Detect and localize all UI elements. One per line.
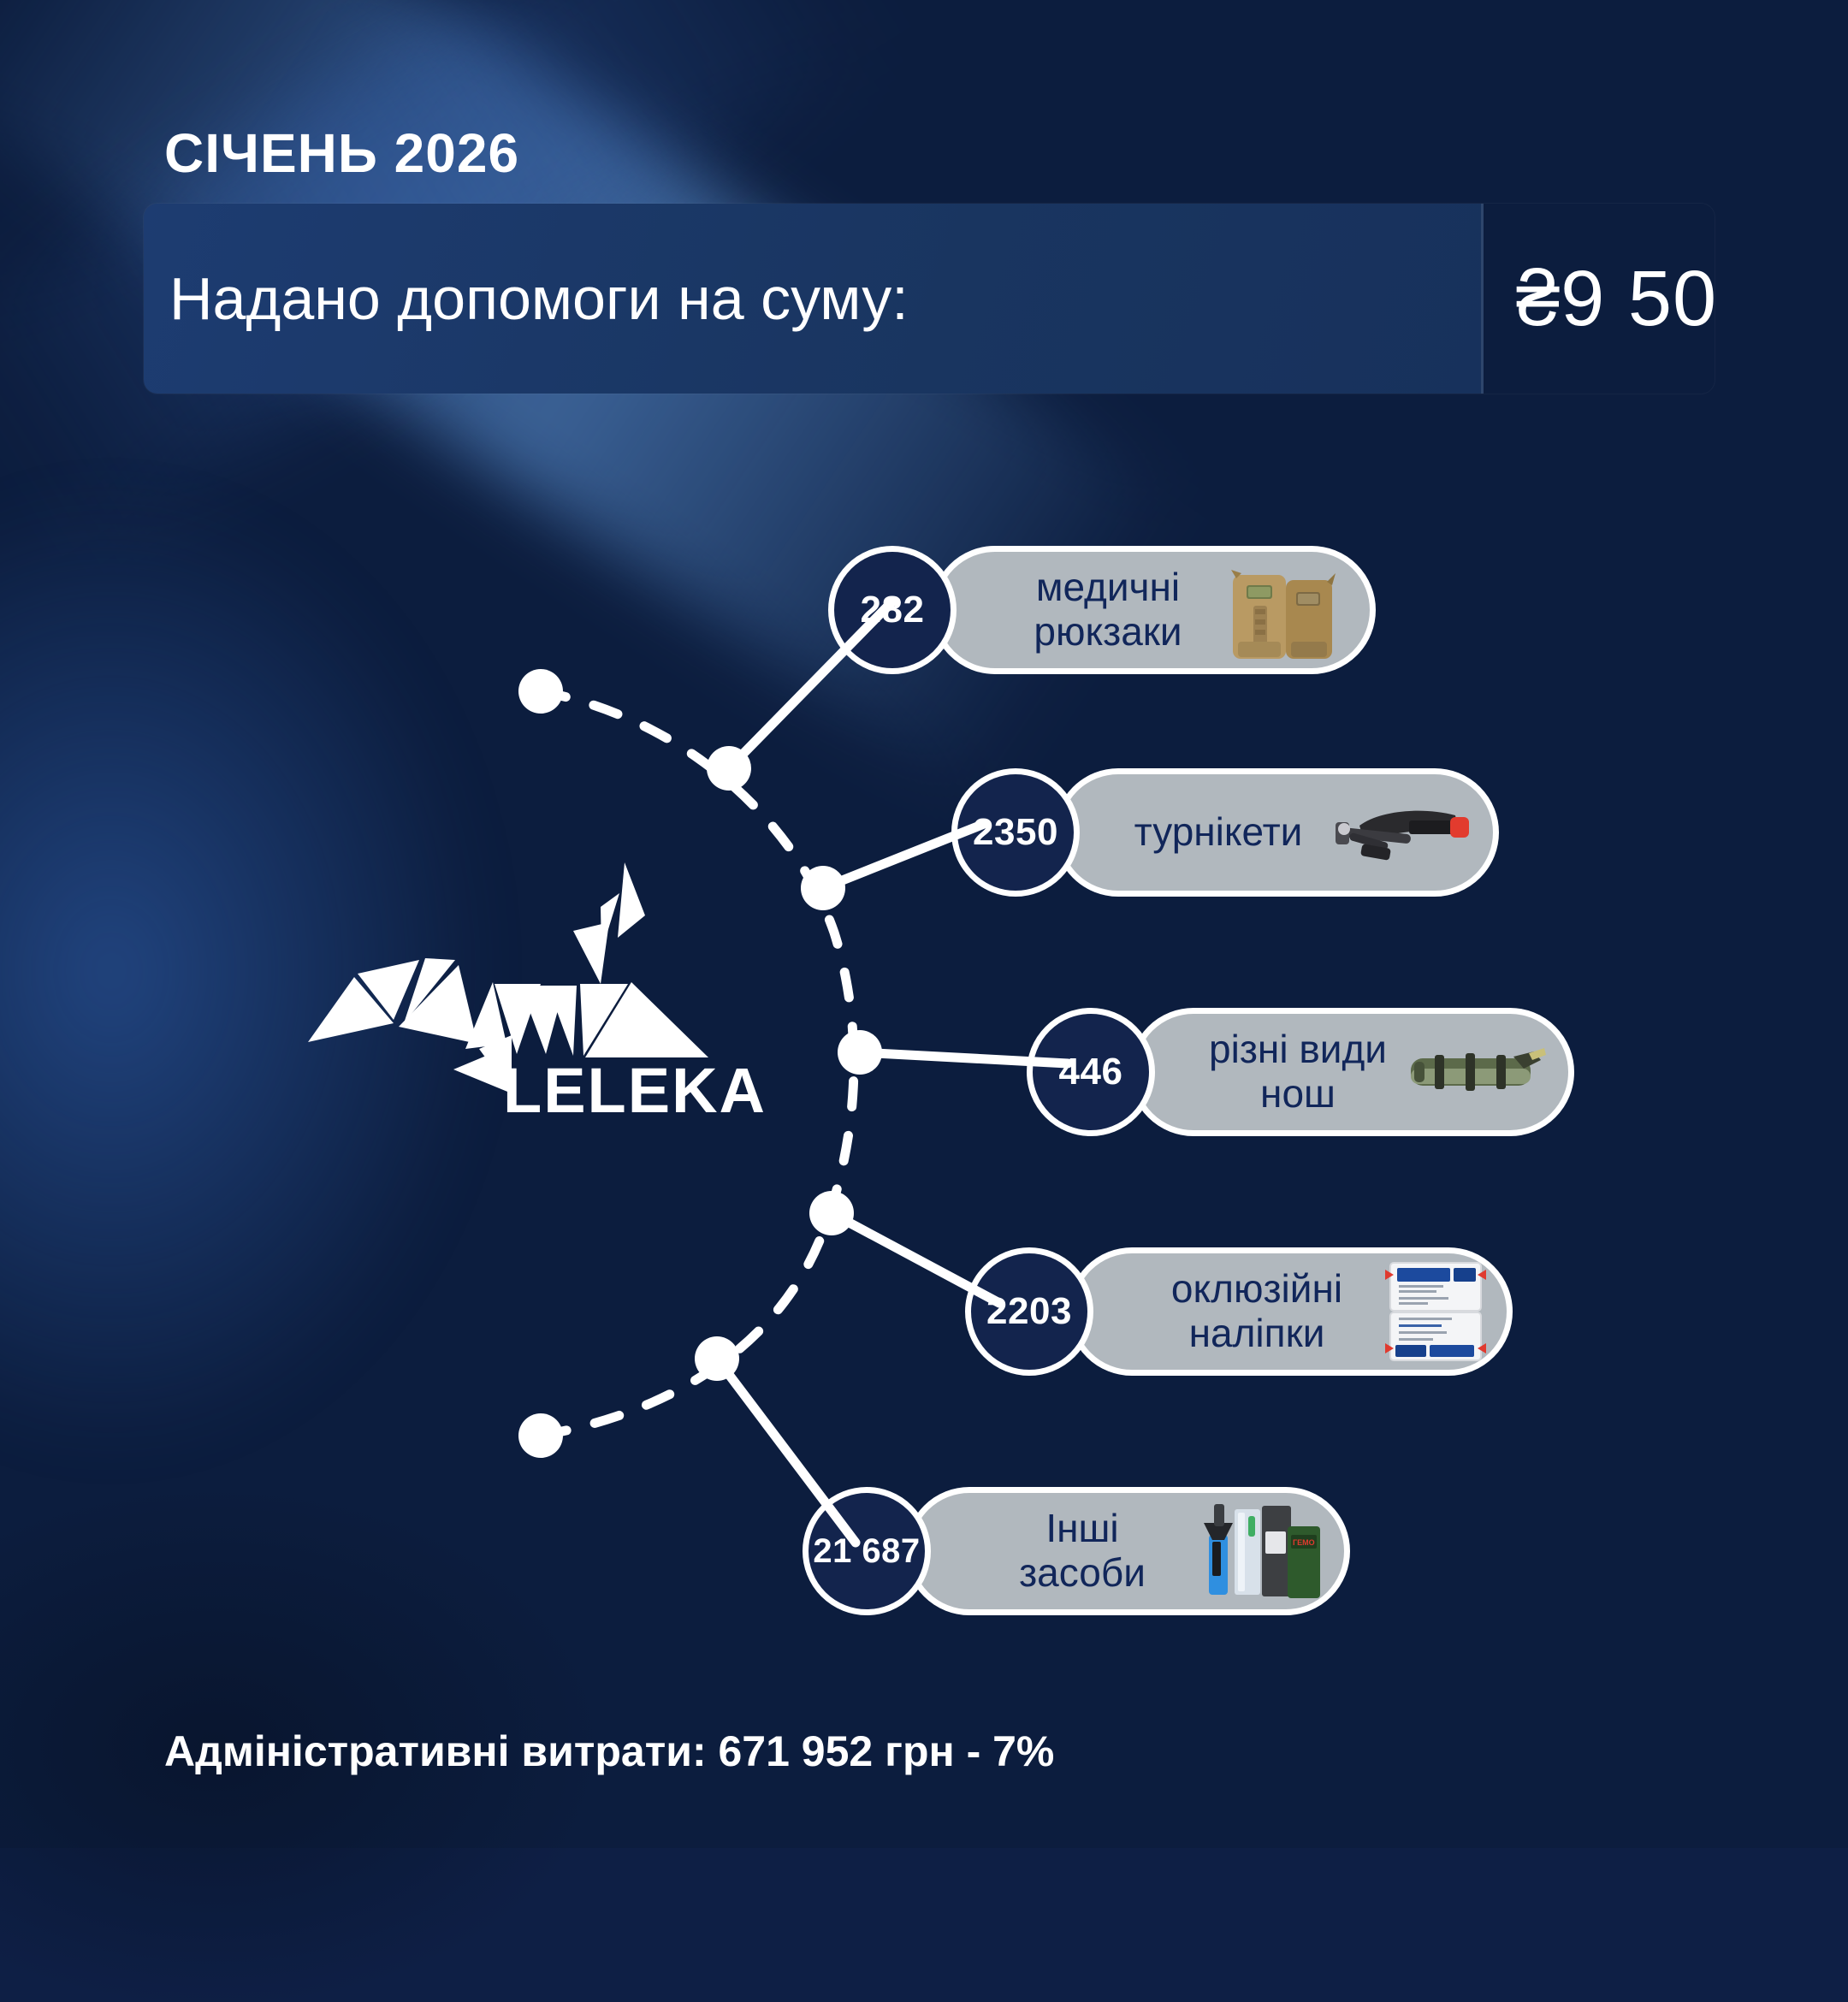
arc-endpoint-bottom: [518, 1413, 563, 1458]
connector-line-2: [855, 1047, 1073, 1069]
item-label-line1: медичні: [1035, 565, 1181, 610]
item-label: Інші засоби: [980, 1507, 1197, 1595]
stretcher-icon: [1404, 1018, 1549, 1126]
page-title: СІЧЕНЬ 2026: [164, 122, 520, 184]
tourniquet-icon: [1320, 779, 1474, 886]
connector-line-0: [724, 596, 897, 773]
total-amount-panel: Надано допомоги на суму: ₴9 507 442: [144, 204, 1715, 394]
stork-origami-icon: [308, 862, 708, 1093]
item-label-line1: Інші засоби: [1019, 1506, 1146, 1595]
admin-costs-text: Адміністративні витрати: 671 952 грн - 7…: [164, 1727, 1055, 1775]
chest-seal-icon: [1383, 1258, 1488, 1365]
arc-node-3: [809, 1191, 854, 1235]
total-amount-label: Надано допомоги на суму:: [169, 265, 909, 332]
item-label-line1: оклюзійні: [1170, 1266, 1343, 1312]
connector-line-3: [826, 1208, 1004, 1308]
item-label: медичні рюкзаки: [1005, 566, 1223, 654]
item-label-line1: різні види: [1209, 1027, 1387, 1072]
item-count-badge: 2203: [965, 1247, 1093, 1376]
item-pill[interactable]: оклюзійні наліпки: [1068, 1247, 1513, 1376]
list-item[interactable]: 2203 оклюзійні наліпки: [965, 1239, 1513, 1384]
leleka-logo: LELEKA: [282, 856, 765, 1126]
item-pill[interactable]: турнікети: [1054, 768, 1499, 897]
connector-line-4: [712, 1353, 861, 1548]
arc-node-0: [707, 746, 751, 791]
arc-node-1: [801, 866, 845, 910]
connector-diagram: [518, 596, 1073, 1548]
arc-endpoint-top: [518, 669, 563, 714]
total-amount-value: ₴9 507 442: [1516, 254, 1715, 342]
item-label: турнікети: [1128, 810, 1320, 855]
item-count-badge: 446: [1027, 1008, 1155, 1136]
misc-supplies-icon: ГЕМО: [1197, 1497, 1325, 1605]
item-label: різні види нош: [1204, 1028, 1404, 1116]
logo-wordmark: LELEKA: [503, 1055, 767, 1126]
item-label-line1: турнікети: [1134, 809, 1303, 855]
item-label-line2: рюкзаки: [1034, 609, 1182, 654]
item-count-badge: 282: [828, 546, 957, 674]
list-item[interactable]: 282 медичні рюкзаки: [828, 537, 1376, 683]
medical-backpack-icon: [1223, 556, 1351, 664]
connector-line-1: [818, 819, 989, 893]
item-pill[interactable]: різні види нош: [1129, 1008, 1574, 1136]
total-amount-label-area: Надано допомоги на суму:: [144, 204, 1484, 394]
dashed-arc: [536, 686, 859, 1441]
item-label-line2: наліпки: [1188, 1311, 1325, 1355]
item-pill[interactable]: медичні рюкзаки: [931, 546, 1376, 674]
total-amount-value-area: ₴9 507 442: [1484, 204, 1715, 394]
arc-node-2: [838, 1030, 882, 1075]
arc-node-4: [695, 1336, 739, 1381]
svg-text:ГЕМО: ГЕМО: [1293, 1538, 1315, 1547]
list-item[interactable]: 2350 турнікети: [951, 760, 1499, 905]
item-label: оклюзійні наліпки: [1142, 1267, 1383, 1355]
list-item[interactable]: 446 різні види нош: [1027, 999, 1574, 1145]
item-label-line2: нош: [1260, 1071, 1336, 1116]
